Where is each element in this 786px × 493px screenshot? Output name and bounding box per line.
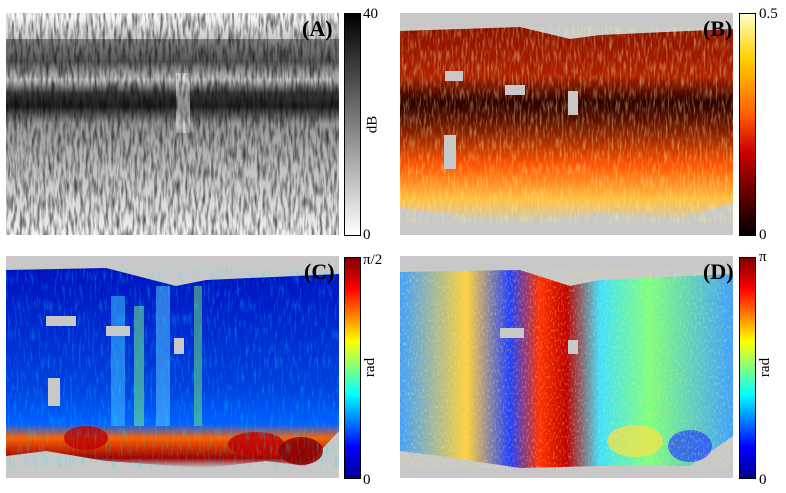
panel-a-colorbar-unit: dB [364,115,381,134]
panel-c-label: (C) [304,259,335,284]
panel-a-label: (A) [302,16,333,41]
panel-b-image [400,13,733,235]
panel-d-colorbar-tick-top: π [759,249,767,265]
panel-a-colorbar [344,13,361,236]
panel-c-colorbar [344,257,361,479]
panel-b-colorbar [739,13,756,236]
panel-b-label: (B) [703,16,733,41]
panel-d-image [400,256,733,478]
panel-a-image [6,13,339,235]
panel-b-colorbar-tick-bottom: 0 [759,227,767,243]
panel-d-colorbar-unit: rad [757,357,774,378]
panel-a-colorbar-tick-top: 40 [363,6,378,22]
panel-c-colorbar-tick-bottom: 0 [363,472,371,488]
panel-d-label: (D) [703,259,734,284]
panel-c-colorbar-tick-top: π/2 [363,252,383,268]
panel-d-colorbar-tick-bottom: 0 [759,472,767,488]
panel-c-colorbar-unit: rad [362,357,379,378]
panel-a-colorbar-tick-bottom: 0 [363,227,371,243]
panel-d-colorbar [739,257,756,479]
panel-b-colorbar-tick-top: 0.5 [759,6,778,22]
panel-c-image [6,256,339,478]
